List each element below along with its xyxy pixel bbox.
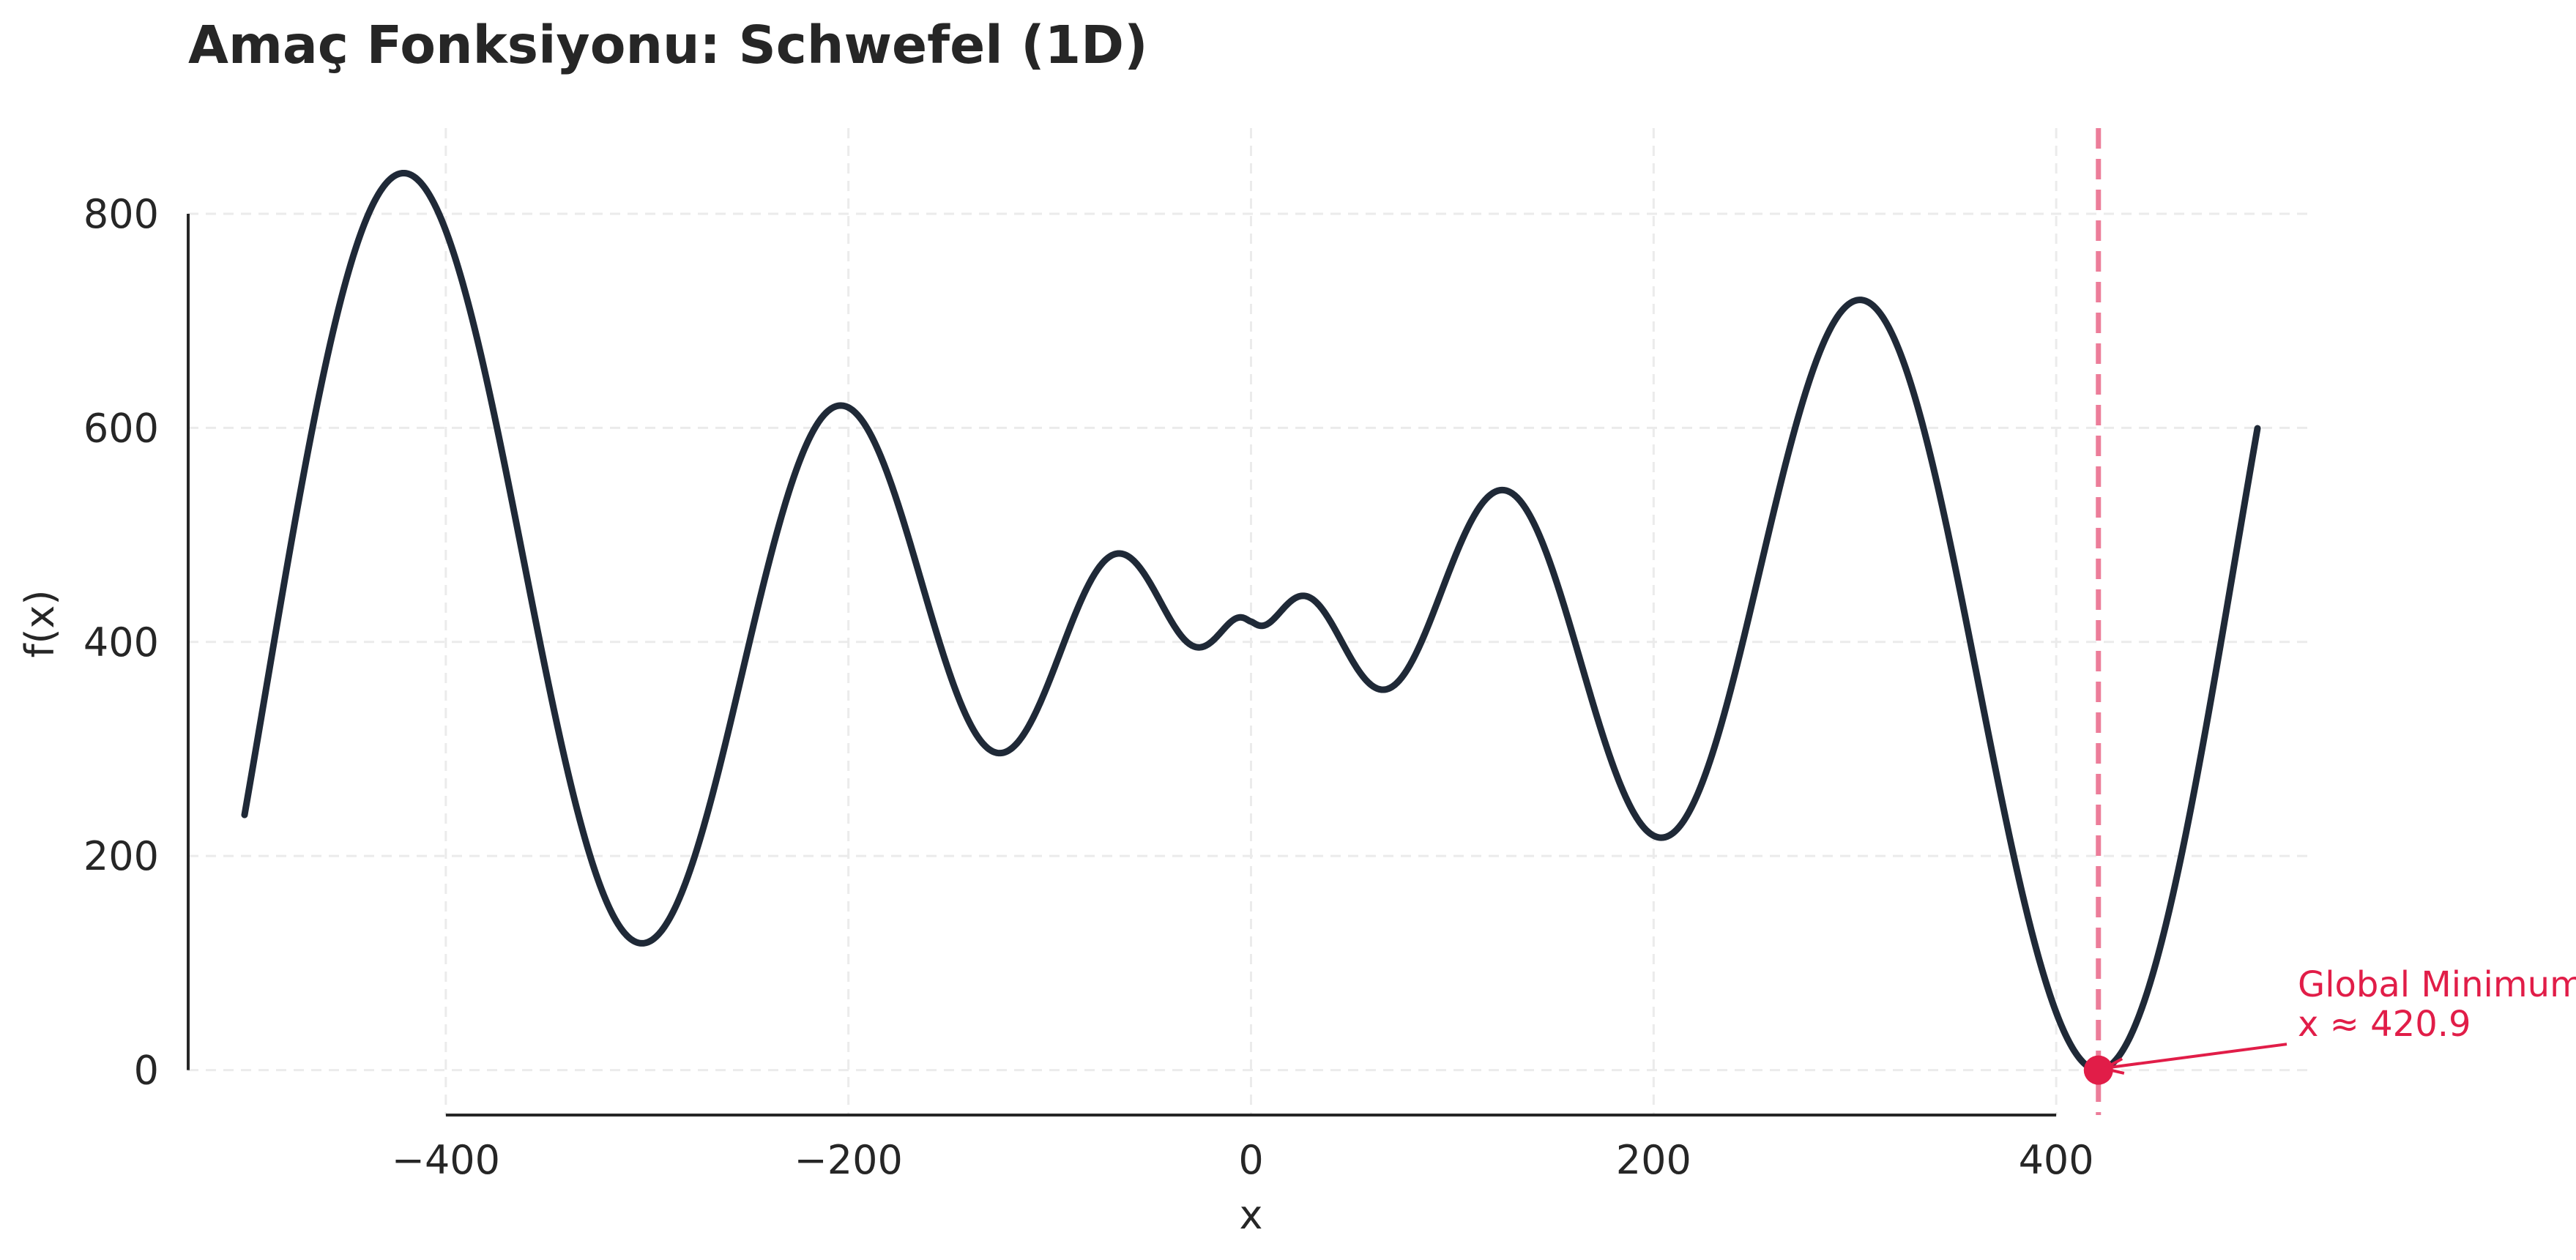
y-tick-label: 200 [83, 833, 159, 879]
series-layer [241, 169, 2261, 1074]
y-tick-label: 800 [83, 191, 159, 237]
schwefel-curve [241, 169, 2261, 1074]
grid-lines [188, 128, 2314, 1115]
y-tick-label: 600 [83, 405, 159, 451]
x-tick-label: 400 [2019, 1137, 2094, 1183]
annotation-line-1: Global Minimum [2298, 964, 2576, 1005]
y-tick-label: 0 [134, 1048, 159, 1094]
global-minimum-marker [2083, 1055, 2113, 1085]
reference-layer [2083, 128, 2113, 1115]
annotation-line-2: x ≈ 420.9 [2298, 1004, 2471, 1045]
axes [187, 213, 2057, 1117]
x-tick-label: −200 [794, 1137, 903, 1183]
x-tick-label: 0 [1238, 1137, 1263, 1183]
annotation-arrow-line [2111, 1043, 2287, 1069]
x-axis-label: x [1240, 1192, 1263, 1238]
chart-title: Amaç Fonksiyonu: Schwefel (1D) [188, 15, 1148, 75]
x-tick-label: −400 [392, 1137, 500, 1183]
y-axis-label: f(x) [17, 589, 63, 657]
annotation-arrow-head [2100, 1057, 2125, 1075]
tick-labels: −400 −200 0 200 400 0 200 400 600 800 [83, 191, 2094, 1183]
y-tick-label: 400 [83, 619, 159, 666]
x-tick-label: 200 [1616, 1137, 1691, 1183]
